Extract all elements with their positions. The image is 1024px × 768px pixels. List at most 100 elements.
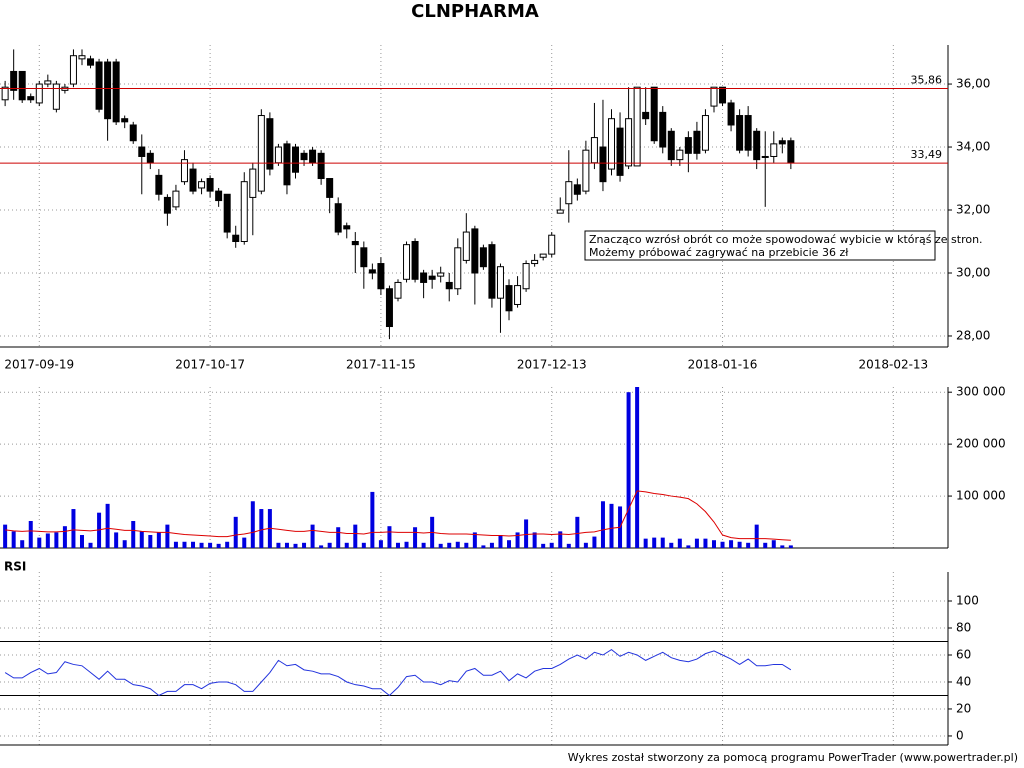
candle-body <box>274 146 282 164</box>
volume-bar <box>105 503 110 548</box>
candle-body <box>309 149 317 164</box>
candle-body <box>385 288 393 328</box>
volume-bar <box>11 531 16 548</box>
volume-bar <box>711 540 716 548</box>
candle-body <box>428 275 436 280</box>
volume-bar <box>780 545 785 548</box>
candle-body <box>642 111 650 120</box>
footer: Wykres został stworzony za pomocą progra… <box>568 751 1018 764</box>
candle-body <box>87 58 95 66</box>
volume-bar <box>122 540 127 548</box>
candle-body <box>514 285 522 305</box>
candle-body <box>266 118 274 170</box>
volume-bar <box>481 545 486 548</box>
volume-bar <box>575 516 580 548</box>
volume-bar <box>3 524 8 548</box>
volume-bar <box>438 543 443 548</box>
candle-body <box>676 149 684 161</box>
candle-body <box>129 124 137 142</box>
volume-bar <box>344 542 349 548</box>
volume-bar <box>583 542 588 548</box>
volume-bar <box>370 491 375 548</box>
candle-body <box>437 272 445 277</box>
volume-bar <box>524 519 529 548</box>
candle-body <box>573 184 581 195</box>
volume-bar <box>455 541 460 548</box>
candle-body <box>770 143 778 157</box>
candle-body <box>778 140 786 145</box>
volume-average <box>5 490 791 541</box>
candle-body <box>283 143 291 186</box>
x-tick-label: 2017-12-13 <box>517 358 587 372</box>
volume-bar <box>37 537 42 548</box>
candle-body <box>27 96 35 101</box>
volume-bar <box>472 532 477 548</box>
volume-bar <box>182 541 187 548</box>
candle-body <box>420 272 428 283</box>
candle-body <box>223 193 231 233</box>
candle-body <box>599 146 607 183</box>
volume-bar <box>395 542 400 548</box>
volume-bar <box>746 542 751 548</box>
candle-body <box>35 83 43 104</box>
volume-bar <box>720 541 725 548</box>
volume-bar <box>54 532 59 548</box>
candle-body <box>292 146 300 173</box>
chart-title: CLNPHARMA <box>411 1 539 22</box>
volume-bar <box>447 542 452 548</box>
volume-bar <box>643 538 648 548</box>
volume-bar <box>233 516 238 548</box>
volume-bar <box>28 520 33 548</box>
candle-body <box>112 61 120 123</box>
candle-body <box>95 61 103 110</box>
rsi-title: RSI <box>4 560 26 574</box>
candle-body <box>240 181 248 243</box>
x-tick-label: 2018-01-16 <box>688 358 758 372</box>
candle-body <box>582 149 590 192</box>
candle-body <box>121 118 129 123</box>
candle-body <box>206 178 214 192</box>
volume-bar <box>310 524 315 548</box>
candle-body <box>172 190 180 208</box>
candle-body <box>52 83 60 110</box>
candle-body <box>232 234 240 243</box>
volume-bar <box>293 543 298 548</box>
volume-bar <box>686 545 691 548</box>
volume-bar <box>404 541 409 548</box>
candle-body <box>326 178 334 198</box>
volume-bar <box>242 537 247 548</box>
volume-bar <box>114 532 119 548</box>
candle-body <box>539 253 547 258</box>
volume-bar <box>20 540 25 548</box>
candle-body <box>249 168 257 198</box>
level-label: 33,49 <box>911 148 943 161</box>
candle-body <box>471 228 479 274</box>
x-tick-label: 2017-10-17 <box>175 358 245 372</box>
volume-bar <box>156 532 161 548</box>
candle-body <box>625 118 633 167</box>
candle-body <box>659 111 667 148</box>
volume-bar <box>558 531 563 548</box>
candle-body <box>479 247 487 268</box>
candle-body <box>78 55 86 60</box>
candle-body <box>403 244 411 280</box>
volume-bar <box>541 543 546 548</box>
candle-body <box>505 285 513 312</box>
volume-bar <box>754 524 759 548</box>
candle-body <box>556 209 564 214</box>
candle-body <box>565 181 573 205</box>
candle-body <box>633 86 641 167</box>
x-tick-label: 2017-11-15 <box>346 358 416 372</box>
volume-bar <box>413 527 418 548</box>
candle-body <box>701 115 709 151</box>
y-tick-label: 60 <box>956 647 971 661</box>
candle-body <box>445 281 453 290</box>
y-tick-label: 32,00 <box>956 203 990 217</box>
candle-body <box>368 269 376 274</box>
candle-body <box>761 155 769 158</box>
rsi-line <box>4 648 792 697</box>
volume-bar <box>199 542 204 548</box>
candle-body <box>787 140 795 164</box>
volume-bar <box>652 537 657 548</box>
